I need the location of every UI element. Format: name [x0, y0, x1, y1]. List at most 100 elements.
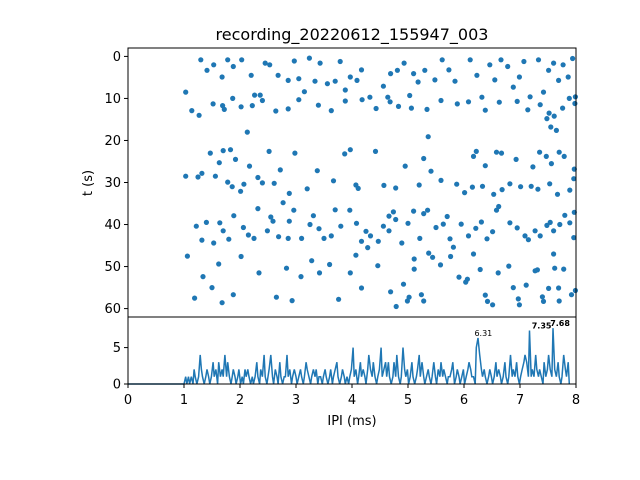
scatter-point [421, 298, 427, 304]
scatter-point [220, 228, 226, 234]
scatter-point [477, 266, 483, 273]
histogram-y-tick-label: 5 [113, 341, 121, 356]
scatter-point [367, 94, 373, 100]
x-axis-ticks: 0 1 2 3 4 5 6 7 8 [124, 384, 580, 408]
scatter-point [393, 303, 399, 310]
chart-title: recording_20220612_155947_003 [216, 25, 489, 45]
scatter-point [552, 265, 558, 271]
scatter-point [465, 99, 472, 105]
scatter-point [238, 104, 244, 110]
scatter-point [324, 81, 330, 87]
scatter-point [411, 208, 417, 214]
scatter-point [525, 107, 531, 113]
scatter-point [189, 108, 195, 114]
scatter-point [567, 220, 573, 226]
scatter-point [285, 106, 291, 112]
scatter-point [514, 225, 520, 231]
scatter-point [210, 101, 216, 107]
scatter-point [328, 108, 334, 114]
scatter-point [332, 207, 338, 213]
scatter-point [195, 174, 201, 180]
x-tick-label: 7 [516, 393, 524, 408]
scatter-point [291, 58, 297, 64]
scatter-point [425, 207, 431, 213]
scatter-point [267, 62, 273, 68]
scatter-point [522, 233, 528, 239]
scatter-point [572, 287, 579, 294]
scatter-point [535, 186, 541, 192]
scatter-point [440, 221, 446, 227]
scatter-point [479, 94, 485, 100]
scatter-point [510, 285, 516, 291]
scatter-point [570, 55, 576, 62]
scatter-point [482, 163, 488, 169]
scatter-point [355, 185, 361, 191]
scatter-point [560, 105, 566, 111]
scatter-point [528, 183, 534, 189]
scatter-point [537, 149, 543, 155]
scatter-point [276, 234, 282, 240]
histogram-frame [127, 316, 577, 385]
scatter-point [537, 102, 543, 108]
scatter-point [347, 207, 353, 213]
scatter-point [342, 98, 348, 104]
scatter-point [225, 57, 231, 63]
scatter-point [498, 150, 505, 156]
scatter-point [404, 298, 410, 304]
scatter-point [353, 220, 360, 226]
y-tick-label: 10 [104, 92, 121, 107]
scatter-point [450, 244, 456, 250]
scatter-point [359, 97, 365, 103]
scatter-point [428, 168, 434, 174]
scatter-point [231, 213, 237, 219]
scatter-point [289, 298, 295, 304]
scatter-point [217, 220, 223, 226]
scatter-point [469, 184, 475, 190]
scatter-point [363, 228, 369, 234]
scatter-point [375, 263, 381, 269]
y-axis-label: t (s) [81, 170, 96, 196]
y-tick-label: 0 [113, 50, 121, 65]
scatter-point [332, 78, 338, 84]
scatter-point [255, 174, 261, 181]
scatter-point [454, 181, 460, 187]
scatter-point [540, 89, 547, 95]
scatter-point [556, 149, 562, 155]
scatter-point [225, 179, 231, 185]
scatter-point [230, 292, 236, 298]
scatter-point [229, 184, 235, 190]
scatter-point [264, 228, 270, 234]
scatter-point [199, 170, 205, 176]
scatter-point [298, 274, 304, 280]
scatter-point [426, 250, 432, 256]
scatter-point [372, 148, 379, 154]
scatter-point [408, 105, 414, 111]
scatter-point [514, 98, 520, 104]
scatter-point [314, 168, 320, 174]
scatter-point [484, 298, 491, 304]
scatter-point [292, 150, 298, 156]
scatter-point [196, 112, 202, 118]
scatter-point [327, 261, 333, 268]
scatter-point [518, 184, 524, 190]
scatter-point [385, 94, 391, 100]
scatter-point [192, 295, 198, 301]
scatter-point [553, 127, 560, 133]
scatter-point [193, 223, 199, 229]
scatter-point [291, 207, 297, 213]
scatter-point [316, 226, 322, 232]
scatter-point [393, 216, 399, 223]
scatter-point [513, 156, 519, 162]
scatter-point [365, 245, 371, 251]
scatter-point [380, 83, 386, 89]
scatter-point [198, 57, 204, 63]
x-tick-label: 2 [236, 393, 244, 408]
scatter-point [244, 129, 250, 135]
scatter-point [347, 74, 353, 80]
scatter-point [473, 225, 479, 231]
scatter-point [221, 106, 227, 112]
scatter-point [283, 265, 290, 271]
scatter-point [452, 78, 458, 84]
scatter-point [438, 97, 444, 104]
